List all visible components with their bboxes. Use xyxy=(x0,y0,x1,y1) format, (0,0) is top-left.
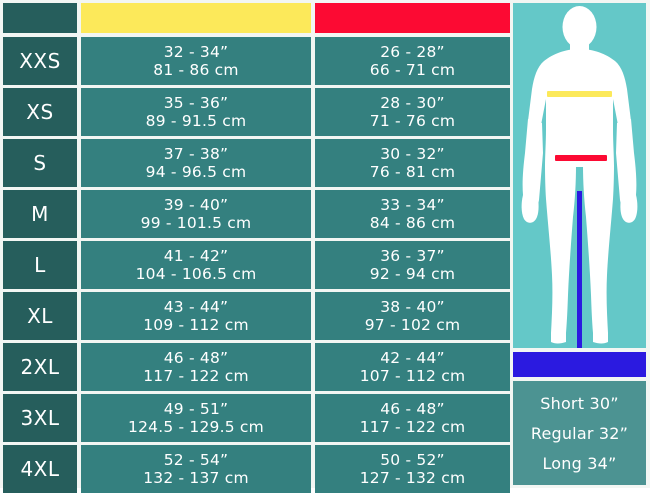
cell-size: M xyxy=(3,190,77,238)
waist-inches: 38 - 40” xyxy=(380,297,445,316)
cell-waist: 33 - 34” 84 - 86 cm xyxy=(315,190,510,238)
table-row: M 39 - 40” 99 - 101.5 cm 33 - 34” 84 - 8… xyxy=(0,190,510,238)
waist-measure-line xyxy=(555,155,607,161)
waist-cm: 66 - 71 cm xyxy=(369,61,456,79)
inseam-measure-line xyxy=(577,191,582,348)
waist-inches: 42 - 44” xyxy=(380,348,445,367)
cell-waist: 30 - 32” 76 - 81 cm xyxy=(315,139,510,187)
chest-inches: 32 - 34” xyxy=(163,42,229,61)
chest-cm: 99 - 101.5 cm xyxy=(140,214,252,232)
cell-waist: 50 - 52” 127 - 132 cm xyxy=(315,445,510,493)
waist-cm: 97 - 102 cm xyxy=(364,316,461,334)
chest-cm: 117 - 122 cm xyxy=(143,367,249,385)
cell-waist: 26 - 28” 66 - 71 cm xyxy=(315,37,510,85)
cell-chest: 49 - 51” 124.5 - 129.5 cm xyxy=(81,394,311,442)
body-figure-panel xyxy=(513,3,646,348)
header-cell-waist xyxy=(315,3,510,33)
cell-waist: 36 - 37” 92 - 94 cm xyxy=(315,241,510,289)
chest-cm: 132 - 137 cm xyxy=(143,469,249,487)
chest-inches: 41 - 42” xyxy=(163,246,229,265)
male-body-silhouette-icon xyxy=(521,6,638,348)
chest-inches: 35 - 36” xyxy=(163,93,229,112)
cell-chest: 35 - 36” 89 - 91.5 cm xyxy=(81,88,311,136)
chest-cm: 109 - 112 cm xyxy=(143,316,249,334)
cell-size: XS xyxy=(3,88,77,136)
waist-cm: 84 - 86 cm xyxy=(369,214,456,232)
table-row: XS 35 - 36” 89 - 91.5 cm 28 - 30” 71 - 7… xyxy=(0,88,510,136)
cell-chest: 41 - 42” 104 - 106.5 cm xyxy=(81,241,311,289)
waist-inches: 30 - 32” xyxy=(380,144,445,163)
chest-inches: 52 - 54” xyxy=(163,450,229,469)
chest-inches: 49 - 51” xyxy=(163,399,229,418)
inseam-legend-bar xyxy=(513,352,646,377)
table-header-row xyxy=(0,3,510,33)
chest-inches: 39 - 40” xyxy=(163,195,229,214)
cell-chest: 43 - 44” 109 - 112 cm xyxy=(81,292,311,340)
cell-waist: 28 - 30” 71 - 76 cm xyxy=(315,88,510,136)
waist-inches: 26 - 28” xyxy=(380,42,445,61)
cell-waist: 42 - 44” 107 - 112 cm xyxy=(315,343,510,391)
table-row: XL 43 - 44” 109 - 112 cm 38 - 40” 97 - 1… xyxy=(0,292,510,340)
size-table: XXS 32 - 34” 81 - 86 cm 26 - 28” 66 - 71… xyxy=(0,3,510,493)
length-option-short: Short 30” xyxy=(540,393,619,413)
chest-cm: 81 - 86 cm xyxy=(153,61,239,79)
cell-size: S xyxy=(3,139,77,187)
table-row: L 41 - 42” 104 - 106.5 cm 36 - 37” 92 - … xyxy=(0,241,510,289)
cell-size: XXS xyxy=(3,37,77,85)
cell-waist: 38 - 40” 97 - 102 cm xyxy=(315,292,510,340)
cell-size: L xyxy=(3,241,77,289)
waist-inches: 50 - 52” xyxy=(380,450,445,469)
waist-cm: 76 - 81 cm xyxy=(369,163,456,181)
cell-size: 3XL xyxy=(3,394,77,442)
waist-inches: 33 - 34” xyxy=(380,195,445,214)
length-option-regular: Regular 32” xyxy=(530,423,629,443)
cell-waist: 46 - 48” 117 - 122 cm xyxy=(315,394,510,442)
cell-size: 4XL xyxy=(3,445,77,493)
waist-cm: 117 - 122 cm xyxy=(359,418,466,436)
waist-inches: 36 - 37” xyxy=(380,246,445,265)
cell-size: XL xyxy=(3,292,77,340)
waist-cm: 92 - 94 cm xyxy=(369,265,456,283)
waist-cm: 127 - 132 cm xyxy=(359,469,466,487)
length-option-long: Long 34” xyxy=(542,453,617,473)
chest-inches: 37 - 38” xyxy=(163,144,229,163)
waist-inches: 28 - 30” xyxy=(380,93,445,112)
table-row: XXS 32 - 34” 81 - 86 cm 26 - 28” 66 - 71… xyxy=(0,37,510,85)
table-row: S 37 - 38” 94 - 96.5 cm 30 - 32” 76 - 81… xyxy=(0,139,510,187)
table-row: 2XL 46 - 48” 117 - 122 cm 42 - 44” 107 -… xyxy=(0,343,510,391)
header-cell-chest xyxy=(81,3,311,33)
chest-inches: 46 - 48” xyxy=(163,348,229,367)
cell-chest: 37 - 38” 94 - 96.5 cm xyxy=(81,139,311,187)
chest-inches: 43 - 44” xyxy=(163,297,229,316)
cell-size: 2XL xyxy=(3,343,77,391)
chest-cm: 124.5 - 129.5 cm xyxy=(128,418,264,436)
cell-chest: 39 - 40” 99 - 101.5 cm xyxy=(81,190,311,238)
chest-cm: 94 - 96.5 cm xyxy=(145,163,247,181)
waist-cm: 71 - 76 cm xyxy=(369,112,456,130)
chest-measure-line xyxy=(547,91,612,97)
measurement-guide-panel: Short 30” Regular 32” Long 34” xyxy=(513,3,646,485)
table-row: 4XL 52 - 54” 132 - 137 cm 50 - 52” 127 -… xyxy=(0,445,510,493)
cell-chest: 46 - 48” 117 - 122 cm xyxy=(81,343,311,391)
chest-cm: 104 - 106.5 cm xyxy=(135,265,257,283)
chest-cm: 89 - 91.5 cm xyxy=(145,112,247,130)
header-cell-size xyxy=(3,3,77,33)
cell-chest: 32 - 34” 81 - 86 cm xyxy=(81,37,311,85)
leg-length-panel: Short 30” Regular 32” Long 34” xyxy=(513,381,646,485)
waist-cm: 107 - 112 cm xyxy=(359,367,466,385)
cell-chest: 52 - 54” 132 - 137 cm xyxy=(81,445,311,493)
table-row: 3XL 49 - 51” 124.5 - 129.5 cm 46 - 48” 1… xyxy=(0,394,510,442)
waist-inches: 46 - 48” xyxy=(380,399,445,418)
